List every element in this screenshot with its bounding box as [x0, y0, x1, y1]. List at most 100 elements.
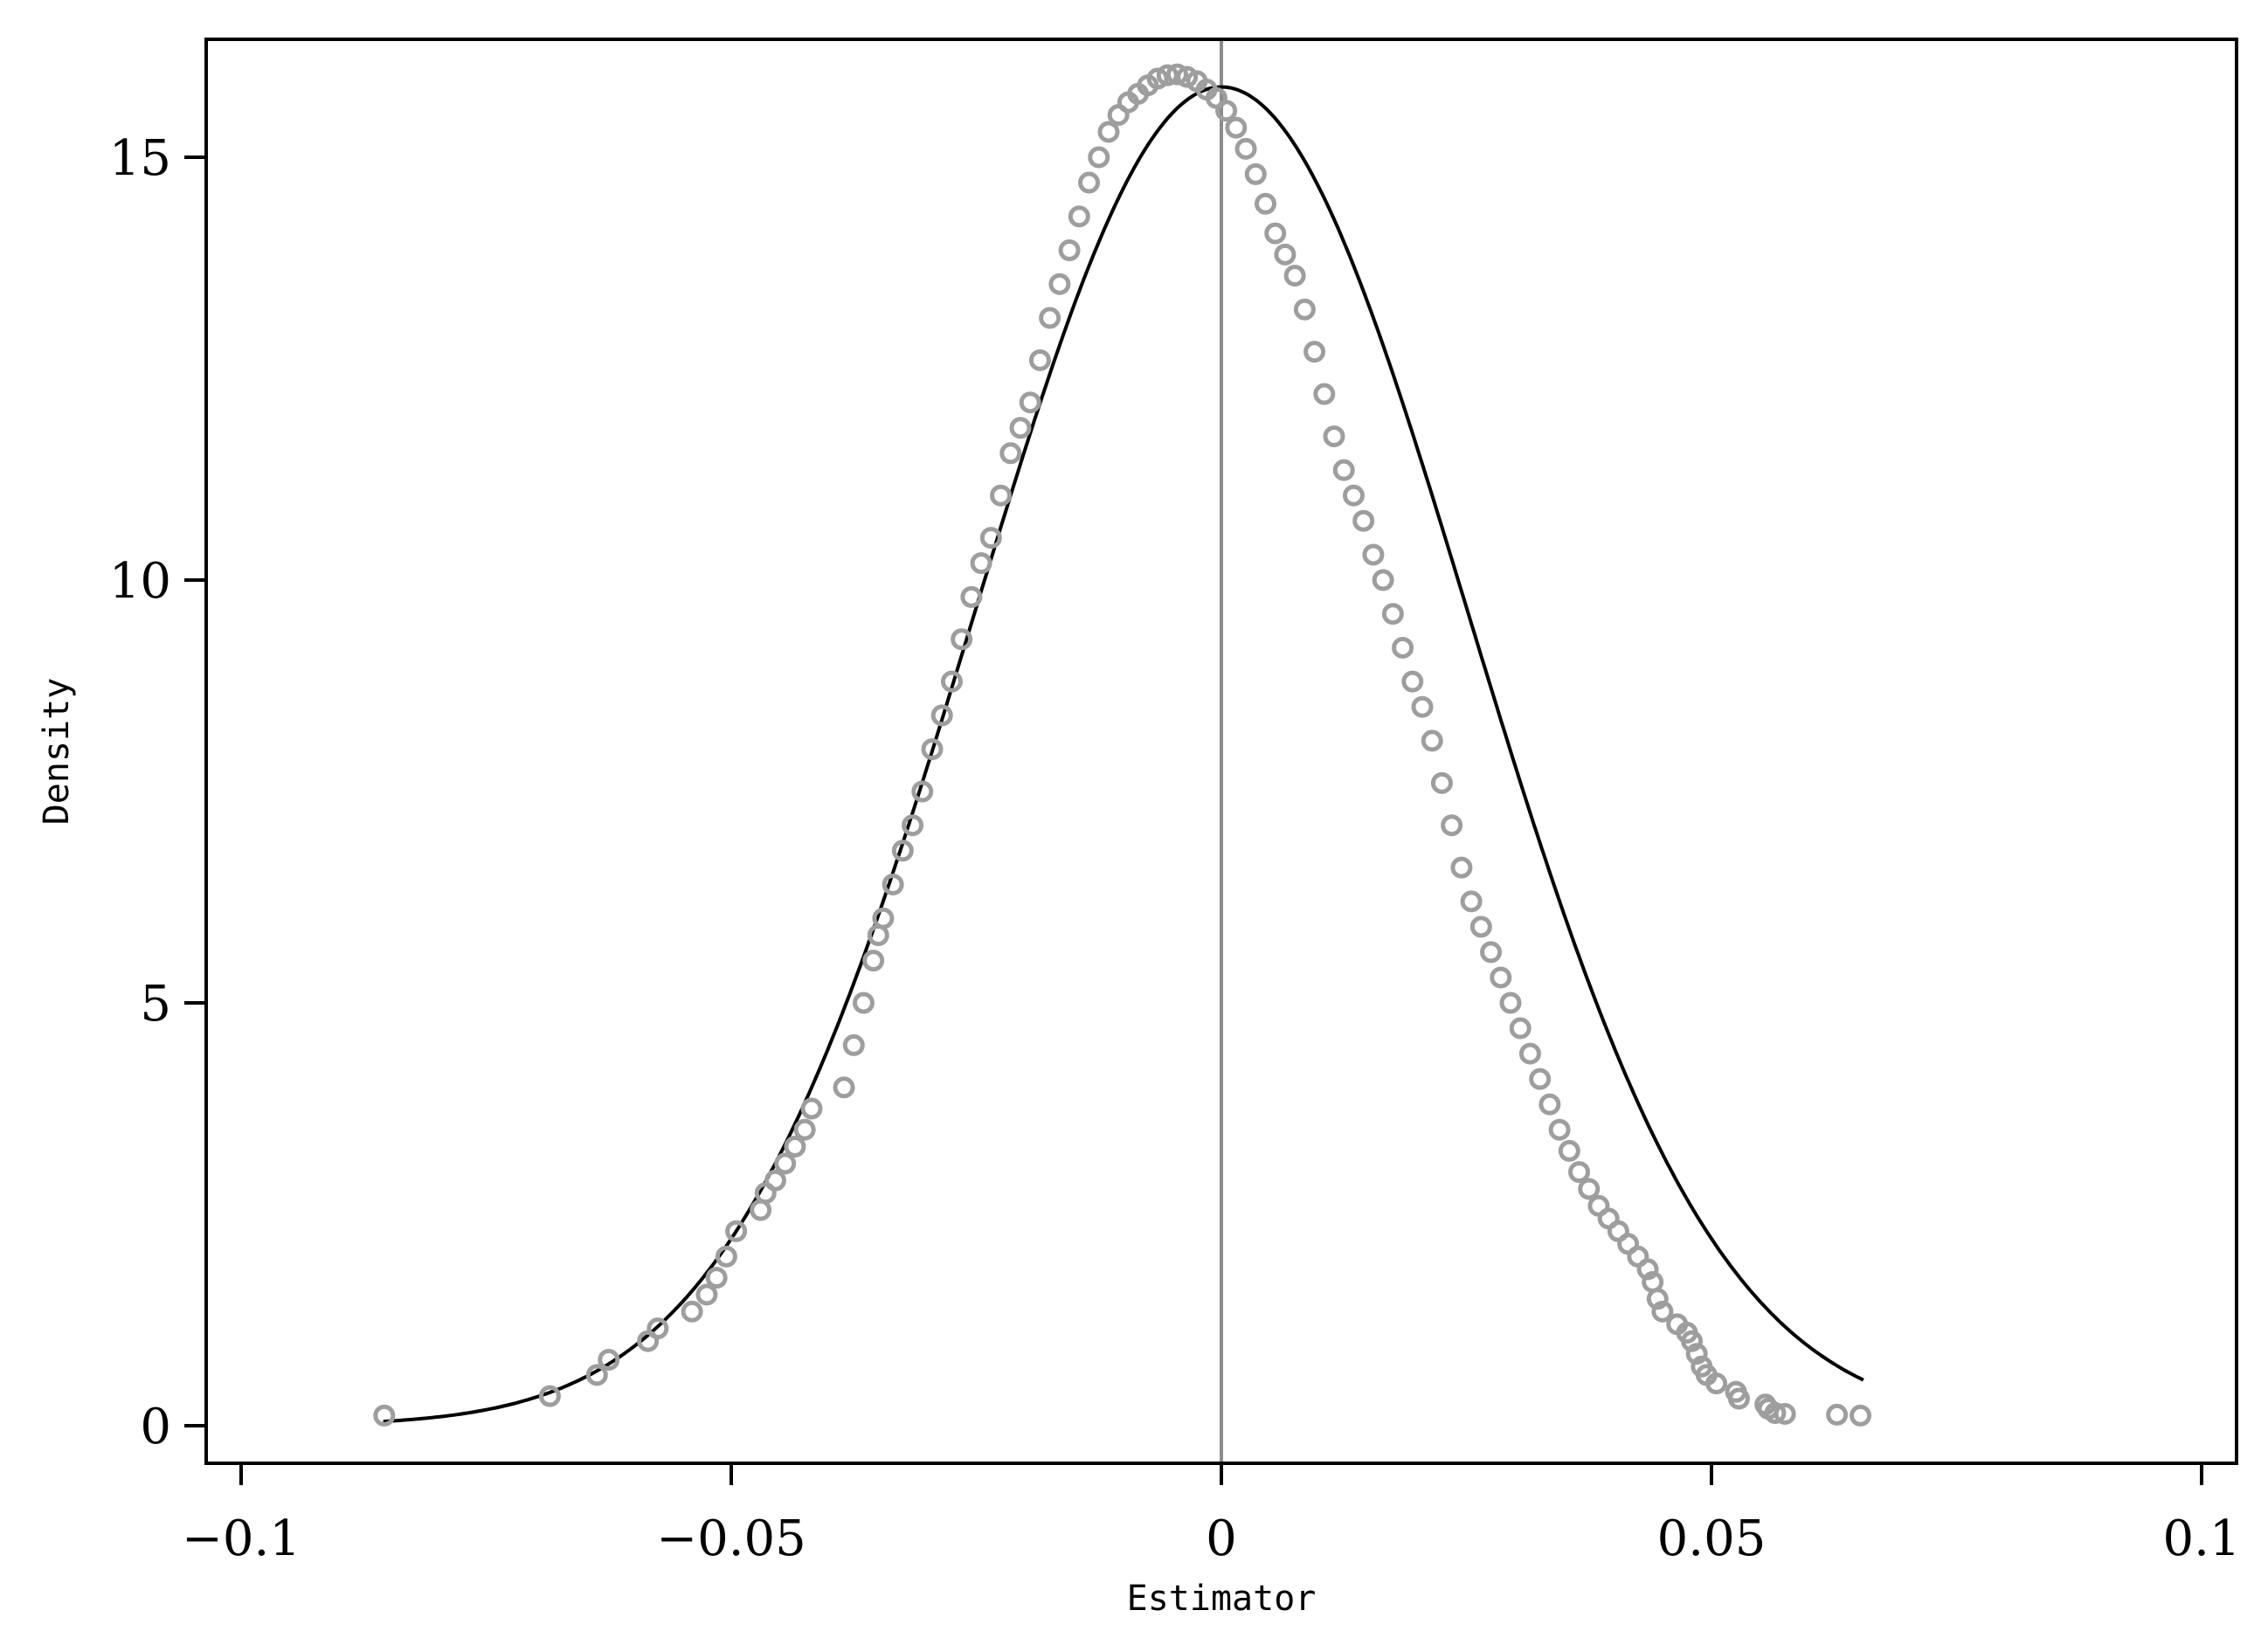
- data-point: [1826, 1403, 1849, 1426]
- data-point: [1774, 1402, 1796, 1425]
- x-tick-label: 0.05: [1657, 1510, 1767, 1567]
- data-point: [911, 780, 934, 803]
- y-tick-label: 5: [140, 976, 171, 1033]
- data-point: [1293, 298, 1316, 321]
- data-point: [1509, 1017, 1532, 1040]
- data-point: [1421, 729, 1443, 752]
- data-point: [1430, 771, 1453, 794]
- data-point: [1244, 162, 1267, 185]
- data-point: [882, 873, 904, 895]
- axes-layer: −0.1 −0.05 0 0.05 0.1 0 5 10 15: [109, 130, 2241, 1567]
- x-axis-title: Estimator: [1127, 1579, 1317, 1619]
- data-point: [1441, 814, 1463, 837]
- data-point: [538, 1385, 561, 1407]
- x-tick-label: 0.1: [2162, 1510, 2240, 1567]
- data-point: [1685, 1343, 1708, 1365]
- data-point: [1264, 222, 1287, 245]
- data-point: [1646, 1288, 1669, 1310]
- data-point: [1651, 1300, 1674, 1323]
- data-point: [1411, 695, 1434, 718]
- data-point: [373, 1404, 396, 1427]
- data-point: [1342, 484, 1365, 507]
- data-point: [1727, 1387, 1750, 1410]
- normal-density-curve: [383, 85, 1864, 1424]
- normal-curve-layer: [383, 85, 1864, 1424]
- data-point: [1332, 459, 1355, 481]
- data-point: [1518, 1042, 1541, 1065]
- data-point: [1313, 383, 1336, 405]
- data-point: [1381, 603, 1404, 625]
- data-point: [1764, 1401, 1787, 1424]
- data-point: [1490, 966, 1512, 989]
- data-point: [1234, 137, 1257, 160]
- data-point: [1499, 992, 1522, 1014]
- data-point: [1362, 543, 1385, 566]
- data-point: [1088, 146, 1110, 169]
- data-point: [930, 704, 953, 727]
- x-tick-label: −0.1: [182, 1510, 301, 1567]
- data-point: [852, 992, 875, 1014]
- data-point: [951, 628, 973, 651]
- data-point: [1078, 171, 1101, 194]
- data-point: [999, 442, 1022, 465]
- data-point: [1068, 205, 1090, 228]
- data-point: [1323, 425, 1345, 447]
- data-point: [764, 1169, 786, 1192]
- data-point: [970, 552, 992, 575]
- data-point: [1097, 121, 1120, 143]
- data-point: [842, 1033, 865, 1056]
- data-point: [1392, 636, 1414, 659]
- y-tick-label: 0: [140, 1399, 171, 1455]
- data-point: [1166, 63, 1189, 86]
- data-point: [585, 1364, 608, 1386]
- data-point: [1401, 670, 1424, 693]
- data-point: [1019, 391, 1041, 414]
- data-point: [1048, 273, 1071, 295]
- data-point: [1548, 1118, 1571, 1141]
- data-point: [940, 670, 963, 693]
- y-axis-title: Density: [37, 678, 77, 826]
- data-point: [902, 814, 924, 837]
- data-point: [800, 1097, 823, 1120]
- data-point: [1372, 569, 1394, 591]
- data-point: [695, 1283, 718, 1306]
- data-point: [1058, 238, 1081, 261]
- data-point: [793, 1118, 816, 1141]
- data-point: [990, 484, 1013, 507]
- data-point: [705, 1267, 728, 1289]
- data-point: [715, 1245, 737, 1268]
- data-point: [979, 527, 1002, 549]
- data-point: [1529, 1068, 1552, 1090]
- data-point: [833, 1076, 855, 1099]
- data-point: [862, 950, 885, 972]
- data-point: [1274, 243, 1296, 266]
- data-point: [1283, 265, 1306, 287]
- data-point: [1215, 100, 1238, 122]
- data-point: [872, 907, 895, 930]
- data-point: [1460, 890, 1483, 913]
- data-point: [960, 585, 983, 608]
- data-point: [1009, 417, 1032, 439]
- data-point: [1225, 116, 1248, 139]
- data-point: [891, 840, 914, 862]
- x-tick-label: −0.05: [656, 1510, 806, 1567]
- data-point: [921, 738, 944, 761]
- data-point: [1578, 1178, 1601, 1200]
- data-points-layer: [373, 63, 1872, 1427]
- data-point: [1254, 192, 1276, 215]
- data-point: [1681, 1330, 1704, 1352]
- data-point: [647, 1317, 669, 1340]
- data-point: [1568, 1161, 1591, 1184]
- data-point: [1156, 64, 1179, 86]
- data-point: [774, 1152, 797, 1175]
- data-point: [1480, 941, 1503, 964]
- data-point: [1469, 916, 1492, 938]
- data-point: [1039, 307, 1061, 329]
- data-point: [725, 1220, 748, 1242]
- data-point: [1850, 1404, 1872, 1427]
- data-point: [681, 1300, 703, 1323]
- data-point: [1450, 856, 1473, 879]
- data-point: [598, 1348, 620, 1371]
